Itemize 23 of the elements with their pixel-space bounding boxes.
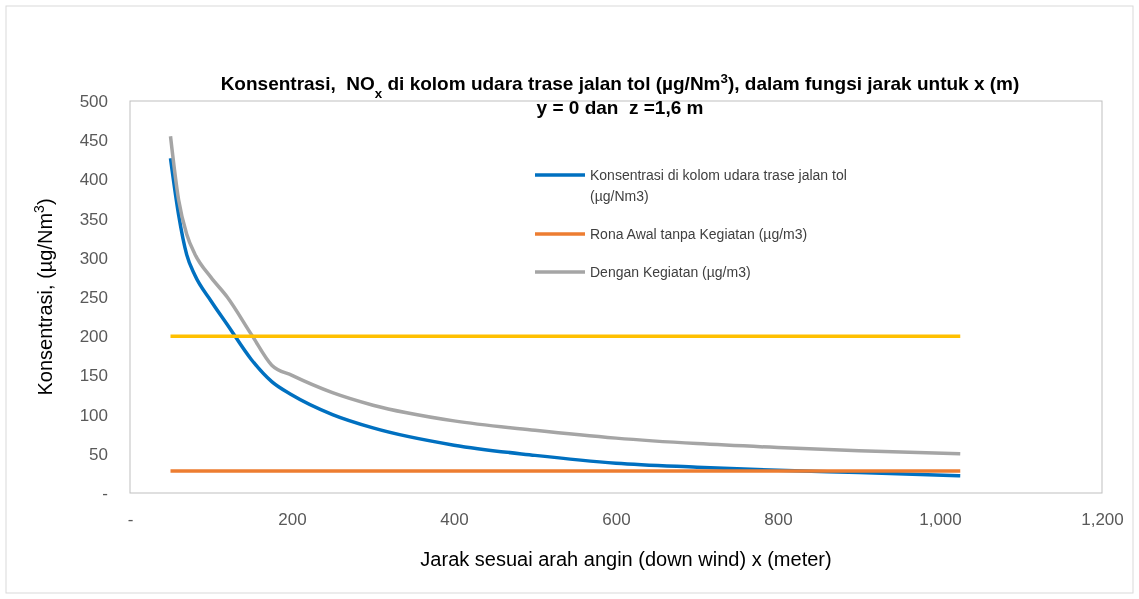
legend-label: Konsentrasi di kolom udara trase jalan tol (µg/Nm3)	[590, 167, 847, 204]
y-tick-label: 450	[79, 131, 108, 151]
legend-label: Dengan Kegiatan (µg/m3)	[590, 264, 751, 280]
x-tick-label: 400	[440, 510, 469, 530]
y-tick-label: 500	[79, 91, 108, 111]
x-tick-label: 800	[764, 510, 793, 530]
y-tick-label: 100	[79, 405, 108, 425]
y-tick-label: 50	[89, 444, 108, 464]
x-tick-label: 200	[278, 510, 307, 530]
y-tick-label: 350	[79, 209, 108, 229]
x-tick-label: 1,200	[1081, 510, 1124, 530]
y-tick-label: -	[102, 483, 108, 503]
y-tick-label: 300	[79, 248, 108, 268]
y-tick-label: 200	[79, 327, 108, 347]
x-axis-title: Jarak sesuai arah angin (down wind) x (meter)	[420, 548, 832, 570]
y-tick-label: 150	[79, 366, 108, 386]
x-tick-label: 600	[602, 510, 631, 530]
y-tick-label: 250	[79, 287, 108, 307]
legend-label: Rona Awal tanpa Kegiatan (µg/m3)	[590, 226, 808, 242]
chart-title: Konsentrasi, NO$_{x}$ di kolom udara trase jalan tol (µg/Nm$^{3}$), dalam fungsi jarak untuk x (m) y = 0 dan z =1,6 m	[220, 70, 1020, 118]
y-tick-label: 400	[79, 170, 108, 190]
x-tick-label: 1,000	[919, 510, 962, 530]
x-tick-label: -	[127, 510, 134, 530]
